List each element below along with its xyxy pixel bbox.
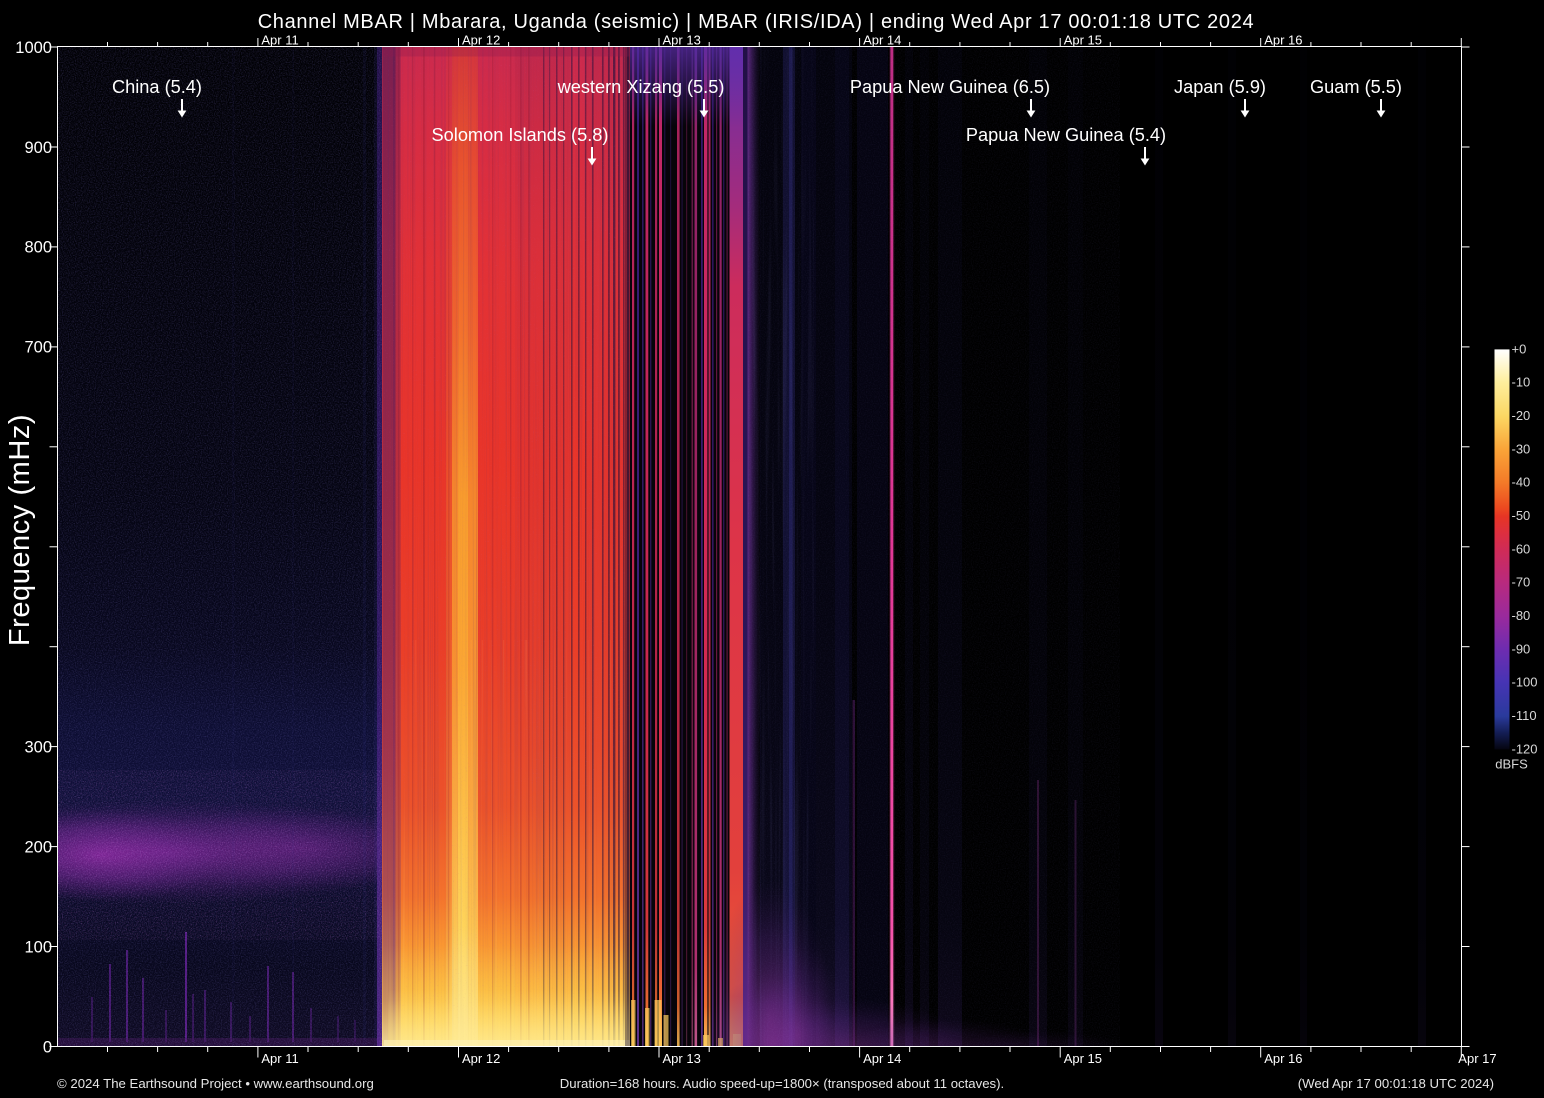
svg-text:Frequency (mHz): Frequency (mHz) [4,414,36,646]
svg-text:-100: -100 [1512,675,1538,690]
svg-text:Apr 14: Apr 14 [863,1051,901,1066]
svg-text:Apr 11: Apr 11 [261,1051,298,1066]
svg-text:-30: -30 [1512,441,1531,456]
svg-text:-40: -40 [1512,475,1531,490]
svg-text:0: 0 [43,1038,52,1056]
svg-text:+0: +0 [1512,341,1527,356]
svg-text:© 2024 The Earthsound Project: © 2024 The Earthsound Project • www.eart… [57,1076,374,1091]
svg-text:Channel MBAR | Mbarara, Uganda: Channel MBAR | Mbarara, Uganda (seismic)… [258,11,1255,33]
svg-text:-10: -10 [1512,375,1531,390]
svg-text:dBFS: dBFS [1495,756,1528,771]
svg-text:300: 300 [24,738,52,756]
svg-text:Apr 12: Apr 12 [462,33,500,48]
svg-text:900: 900 [24,139,52,157]
svg-text:700: 700 [24,339,52,357]
svg-text:-60: -60 [1512,541,1531,556]
svg-text:Duration=168 hours. Audio spee: Duration=168 hours. Audio speed-up=1800×… [560,1076,1004,1091]
svg-text:(Wed Apr 17 00:01:18 UTC 2024): (Wed Apr 17 00:01:18 UTC 2024) [1298,1076,1494,1091]
svg-text:100: 100 [24,938,52,956]
svg-text:Apr 17: Apr 17 [1458,1051,1496,1066]
svg-text:-90: -90 [1512,641,1531,656]
svg-text:Guam (5.5): Guam (5.5) [1310,77,1402,97]
svg-text:-120: -120 [1512,741,1538,756]
svg-text:Japan (5.9): Japan (5.9) [1174,77,1266,97]
svg-text:Papua New Guinea (6.5): Papua New Guinea (6.5) [850,77,1050,97]
svg-text:Apr 15: Apr 15 [1064,33,1102,48]
svg-text:Apr 12: Apr 12 [462,1051,500,1066]
svg-text:western Xizang (5.5): western Xizang (5.5) [557,77,725,97]
svg-text:-50: -50 [1512,508,1531,523]
svg-text:Apr 16: Apr 16 [1264,33,1302,48]
svg-text:-20: -20 [1512,408,1531,423]
svg-text:1000: 1000 [15,39,52,57]
svg-text:Apr 11: Apr 11 [261,33,298,48]
svg-text:800: 800 [24,239,52,257]
svg-text:Apr 13: Apr 13 [663,33,701,48]
svg-text:Papua New Guinea (5.4): Papua New Guinea (5.4) [966,125,1166,145]
svg-text:-70: -70 [1512,575,1531,590]
svg-text:200: 200 [24,838,52,856]
svg-text:Apr 15: Apr 15 [1064,1051,1102,1066]
svg-text:Apr 14: Apr 14 [863,33,901,48]
svg-text:-110: -110 [1512,708,1537,723]
svg-text:Apr 13: Apr 13 [663,1051,701,1066]
svg-text:Apr 16: Apr 16 [1264,1051,1302,1066]
svg-text:Solomon Islands (5.8): Solomon Islands (5.8) [432,125,609,145]
svg-text:-80: -80 [1512,608,1531,623]
svg-text:China (5.4): China (5.4) [112,77,202,97]
